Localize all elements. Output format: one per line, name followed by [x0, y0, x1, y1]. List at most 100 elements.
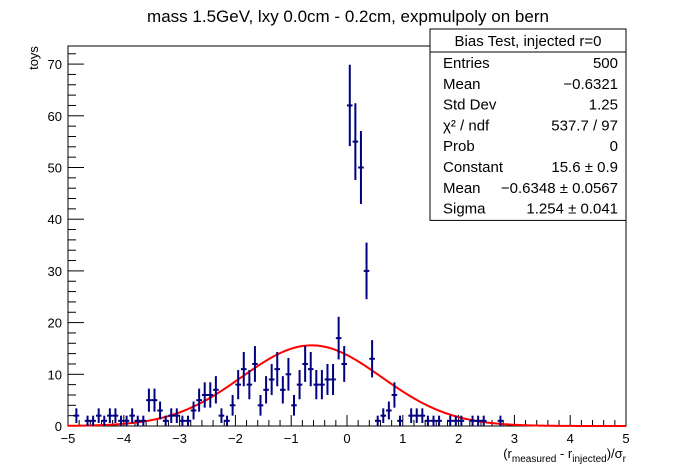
- data-point: [73, 408, 80, 423]
- data-point: [313, 370, 320, 400]
- y-tick-label: 30: [48, 264, 62, 279]
- data-point: [352, 103, 359, 180]
- data-point: [190, 401, 197, 420]
- legend-row-label: χ² / ndf: [443, 117, 490, 134]
- data-point: [185, 415, 191, 426]
- data-point: [319, 370, 325, 400]
- svg-text:(rmeasured - rinjected)/σr: (rmeasured - rinjected)/σr: [503, 446, 626, 465]
- data-point: [129, 408, 135, 423]
- data-point: [386, 401, 392, 420]
- data-point: [469, 415, 476, 426]
- data-point: [151, 388, 158, 412]
- data-point: [162, 415, 169, 426]
- y-tick-label: 20: [48, 316, 62, 331]
- y-axis-label: toys: [26, 46, 41, 70]
- data-point: [408, 408, 414, 423]
- data-point: [380, 408, 387, 423]
- data-point: [157, 401, 163, 420]
- data-point: [369, 340, 375, 378]
- x-tick-label: 2: [455, 431, 462, 446]
- x-tick-label: 1: [399, 431, 406, 446]
- data-point: [475, 415, 481, 426]
- data-point: [330, 363, 336, 395]
- data-point: [302, 346, 308, 382]
- data-point: [146, 388, 152, 412]
- data-point: [201, 382, 208, 408]
- legend-row-value: 537.7 / 97: [551, 117, 618, 134]
- data-point: [240, 351, 247, 387]
- data-point: [280, 376, 286, 404]
- y-tick-label: 50: [48, 160, 62, 175]
- stats-legend-box: Bias Test, injected r=0 Entries 500 Mean −0.…: [429, 28, 627, 221]
- y-tick-label: 0: [55, 419, 62, 434]
- data-point: [453, 415, 459, 426]
- legend-row-value: −0.6348 ± 0.0567: [501, 180, 618, 197]
- x-axis-label: (rmeasured - rinjected)/σr: [503, 446, 626, 465]
- fit-curve-layer: [67, 344, 626, 427]
- legend-row-value: −0.6321: [563, 76, 618, 93]
- data-point: [419, 408, 426, 423]
- legend-row-value: 1.25: [589, 97, 618, 114]
- data-point: [118, 415, 124, 426]
- data-point: [174, 408, 180, 423]
- legend-row-value: 500: [593, 55, 618, 72]
- legend-row-label: Constant: [443, 159, 504, 176]
- data-points-layer: [73, 64, 504, 426]
- data-point: [425, 415, 431, 426]
- data-point: [257, 394, 264, 416]
- data-point: [252, 346, 258, 382]
- legend-row-value: 15.6 ± 0.9: [551, 159, 618, 176]
- y-tick-label: 40: [48, 212, 62, 227]
- data-point: [246, 370, 253, 400]
- data-point: [363, 242, 370, 300]
- data-point: [497, 415, 504, 426]
- data-point: [134, 415, 141, 426]
- x-tick-label: −3: [172, 431, 187, 446]
- data-point: [458, 415, 465, 426]
- x-tick-label: −4: [116, 431, 131, 446]
- data-point: [291, 394, 297, 416]
- gaussian-fit-curve: [67, 344, 626, 427]
- x-tick-label: 5: [622, 431, 629, 446]
- x-tick-label: −2: [228, 431, 243, 446]
- y-tick-label: 10: [48, 367, 62, 382]
- data-point: [285, 357, 292, 391]
- data-point: [307, 351, 314, 387]
- legend-row-label: Std Dev: [443, 97, 497, 114]
- data-point: [107, 408, 113, 423]
- legend-row-value: 1.254 ± 0.041: [526, 201, 618, 218]
- y-tick-label: 70: [48, 57, 62, 72]
- data-point: [296, 370, 303, 400]
- legend-row-label: Entries: [443, 55, 490, 72]
- legend-row-value: 0: [610, 138, 618, 155]
- data-point: [374, 415, 381, 426]
- chart-title: mass 1.5GeV, lxy 0.0cm - 0.2cm, expmulpo…: [147, 7, 549, 26]
- data-point: [207, 382, 214, 408]
- data-point: [268, 363, 275, 395]
- x-tick-label: 4: [567, 431, 574, 446]
- data-point: [90, 415, 96, 426]
- legend-row-label: Mean: [443, 180, 481, 197]
- data-point: [213, 376, 219, 404]
- data-point: [84, 415, 91, 426]
- data-point: [112, 408, 119, 423]
- data-point: [430, 415, 437, 426]
- data-point: [101, 415, 108, 426]
- data-point: [358, 130, 364, 205]
- data-point: [224, 415, 230, 426]
- data-point: [123, 415, 130, 426]
- data-point: [168, 408, 175, 423]
- legend-box: [429, 28, 627, 221]
- x-tick-label: −5: [61, 431, 76, 446]
- data-point: [397, 415, 403, 426]
- data-point: [235, 370, 241, 400]
- legend-row-label: Mean: [443, 76, 481, 93]
- data-point: [341, 346, 347, 382]
- data-point: [196, 388, 202, 412]
- data-point: [391, 382, 398, 408]
- data-point: [480, 415, 487, 426]
- data-point: [179, 415, 186, 426]
- x-tick-label: −1: [284, 431, 299, 446]
